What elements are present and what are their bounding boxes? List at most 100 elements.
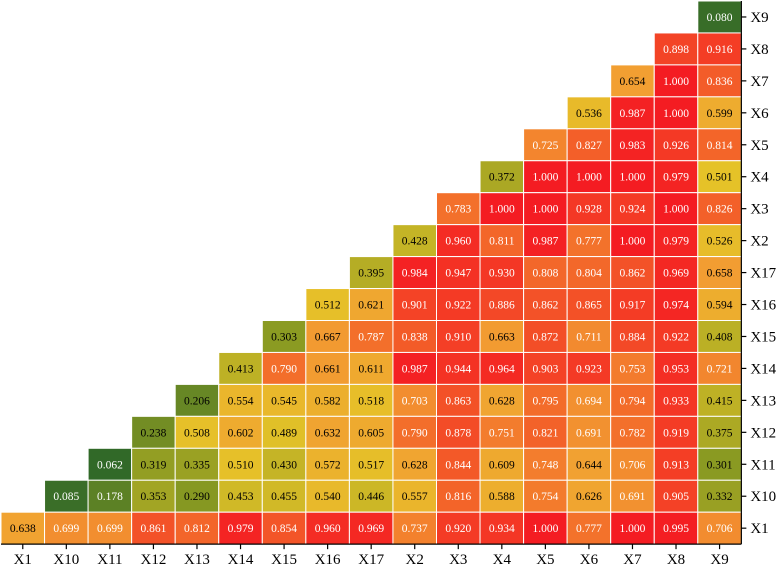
cell-value-label: 0.609 (489, 459, 515, 471)
heatmap-cell (610, 511, 655, 545)
heatmap-cell (392, 479, 438, 513)
cell-value-label: 0.808 (532, 268, 558, 280)
heatmap-cell (610, 96, 655, 130)
heatmap-cell (479, 160, 525, 194)
heatmap-cell (305, 351, 350, 385)
cell-value-label: 0.821 (532, 427, 558, 439)
cell-value-label: 0.928 (576, 204, 602, 216)
heatmap-cell (436, 415, 481, 449)
cell-value-label: 0.783 (445, 204, 471, 216)
cell-value-label: 0.512 (315, 300, 341, 312)
cell-value-label: 0.703 (402, 395, 428, 407)
heatmap-cell (653, 192, 699, 226)
cell-value-label: 0.602 (228, 427, 254, 439)
heatmap-cell (436, 511, 481, 545)
cell-value-label: 0.748 (532, 459, 558, 471)
heatmap-cells: 0.080 0.898 0.916 0.654 1.000 0.836 0.536 0.987… (0, 0, 742, 545)
cell-value-label: 0.777 (576, 523, 602, 535)
heatmap-cell (479, 192, 525, 226)
cell-value-label: 0.987 (402, 363, 428, 375)
cell-value-label: 0.517 (358, 459, 384, 471)
y-tick-label: X12 (750, 425, 776, 441)
cell-value-label: 0.782 (620, 427, 646, 439)
cell-value-label: 0.554 (228, 395, 254, 407)
cell-value-label: 0.594 (707, 300, 733, 312)
heatmap-cell (87, 511, 133, 545)
cell-value-label: 0.811 (489, 236, 515, 248)
cell-value-label: 0.290 (184, 491, 210, 503)
cell-value-label: 0.638 (10, 523, 36, 535)
cell-value-label: 0.969 (663, 268, 689, 280)
heatmap-cell (610, 479, 655, 513)
cell-value-label: 0.699 (53, 523, 79, 535)
cell-value-label: 0.582 (315, 395, 341, 407)
cell-value-label: 0.706 (620, 459, 646, 471)
heatmap-cell (653, 32, 699, 66)
x-tick-label: X12 (141, 552, 167, 568)
heatmap-cell (392, 288, 438, 321)
y-tick-label: X4 (750, 170, 769, 186)
cell-value-label: 0.826 (707, 204, 733, 216)
cell-value-label: 0.930 (489, 268, 515, 280)
heatmap-cell (131, 479, 176, 513)
cell-value-label: 0.303 (271, 331, 297, 343)
heatmap-cell (348, 447, 394, 481)
heatmap-cell (392, 383, 438, 417)
cell-value-label: 0.872 (532, 331, 558, 343)
heatmap-cell (348, 256, 394, 290)
heatmap-cell (479, 224, 525, 258)
y-tick-label: X7 (750, 74, 769, 90)
heatmap-cell (610, 288, 655, 321)
cell-value-label: 0.455 (271, 491, 297, 503)
heatmap-cell (174, 383, 220, 417)
heatmap-cell (566, 415, 612, 449)
cell-value-label: 0.545 (271, 395, 297, 407)
cell-value-label: 0.886 (489, 300, 515, 312)
cell-value-label: 0.979 (228, 523, 254, 535)
cell-value-label: 0.987 (532, 236, 558, 248)
cell-value-label: 0.917 (620, 300, 646, 312)
cell-value-label: 0.699 (97, 523, 123, 535)
cell-value-label: 0.922 (663, 331, 689, 343)
heatmap-cell (697, 192, 742, 226)
cell-value-label: 0.910 (445, 331, 471, 343)
cell-value-label: 0.605 (358, 427, 384, 439)
heatmap-cell (479, 288, 525, 321)
cell-value-label: 0.919 (663, 427, 689, 439)
cell-value-label: 0.984 (402, 268, 428, 280)
heatmap-cell (697, 64, 742, 98)
heatmap-cell (348, 288, 394, 321)
cell-value-label: 0.777 (576, 236, 602, 248)
cell-value-label: 0.754 (532, 491, 558, 503)
cell-value-label: 0.667 (315, 331, 341, 343)
heatmap-cell (523, 383, 568, 417)
cell-value-label: 1.000 (620, 523, 646, 535)
cell-value-label: 0.353 (140, 491, 166, 503)
heatmap-cell (610, 351, 655, 385)
cell-value-label: 0.178 (97, 491, 123, 503)
y-tick-label: X8 (750, 42, 768, 58)
heatmap-cell (305, 383, 350, 417)
heatmap-cell (566, 128, 612, 162)
heatmap-cell (697, 383, 742, 417)
x-tick-label: X16 (315, 552, 341, 568)
cell-value-label: 0.947 (445, 268, 471, 280)
cell-value-label: 0.557 (402, 491, 428, 503)
cell-value-label: 0.995 (663, 523, 689, 535)
x-tick-label: X13 (184, 552, 210, 568)
heatmap-cell (523, 479, 568, 513)
heatmap-cell (610, 320, 655, 353)
heatmap-cell (610, 447, 655, 481)
x-tick-label: X9 (710, 552, 728, 568)
cell-value-label: 0.878 (445, 427, 471, 439)
heatmap-cell (218, 351, 263, 385)
cell-value-label: 1.000 (620, 172, 646, 184)
cell-value-label: 0.508 (184, 427, 210, 439)
heatmap-cell (566, 160, 612, 194)
cell-value-label: 0.694 (576, 395, 602, 407)
cell-value-label: 1.000 (620, 236, 646, 248)
cell-value-label: 0.960 (445, 236, 471, 248)
cell-value-label: 0.737 (402, 523, 428, 535)
heatmap-cell (566, 383, 612, 417)
cell-value-label: 1.000 (663, 76, 689, 88)
